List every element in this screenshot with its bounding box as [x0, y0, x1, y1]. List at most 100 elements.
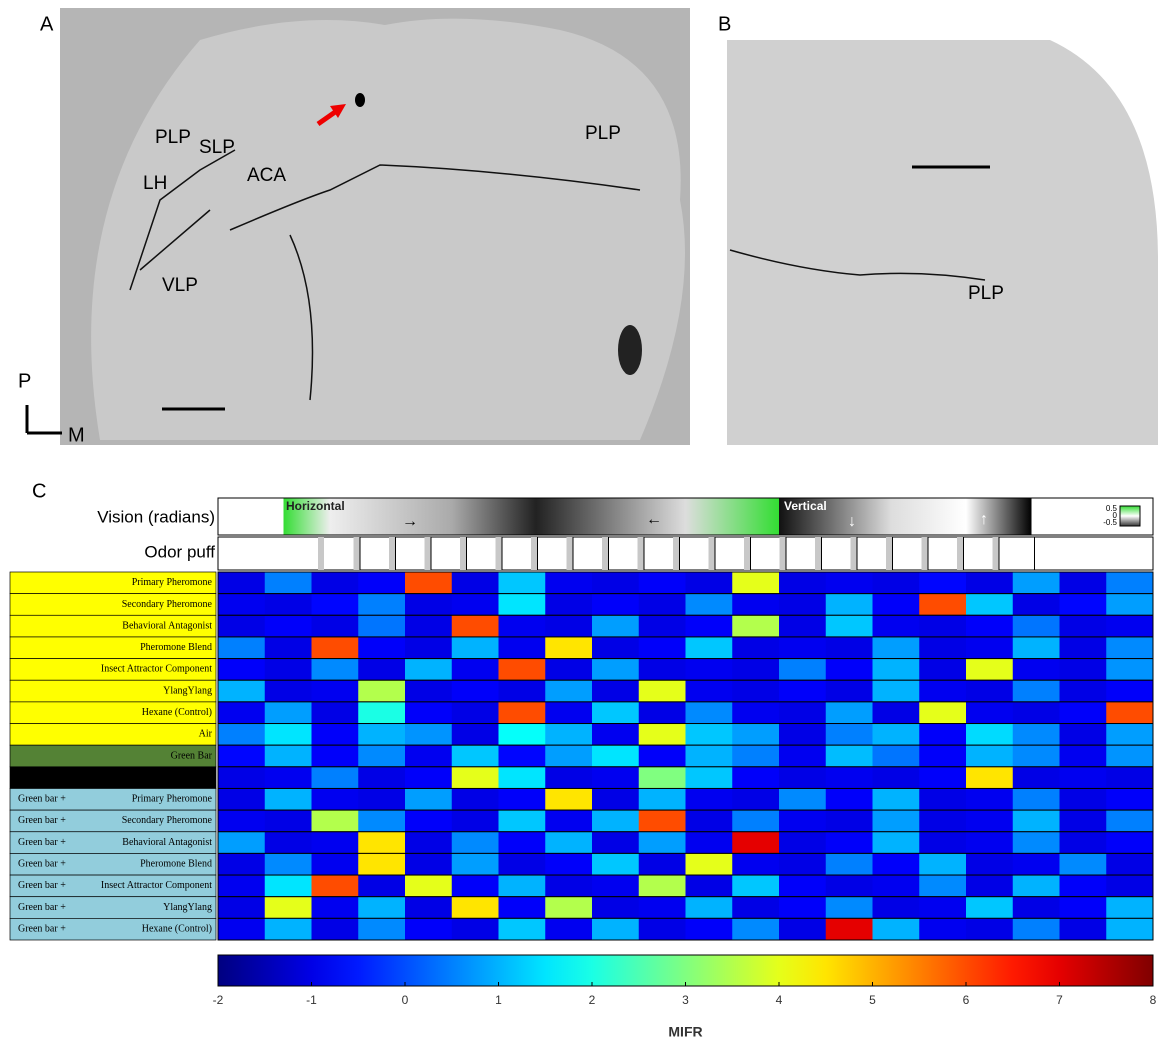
heat-cell [966, 766, 1014, 789]
heat-cell [1106, 766, 1154, 789]
heat-cell [1012, 766, 1060, 789]
heat-cell [311, 572, 359, 594]
heat-cell [685, 723, 733, 746]
heat-cell [779, 593, 827, 616]
stimulus-legend [1119, 505, 1141, 527]
odor-marker [531, 537, 537, 570]
heat-cell [498, 745, 546, 767]
heat-cell [872, 766, 920, 789]
heat-cell [685, 680, 733, 702]
heat-cell [685, 636, 733, 659]
direction-arrow: ← [646, 511, 662, 528]
heat-cell [966, 615, 1014, 637]
odor-marker [637, 537, 644, 570]
heat-cell [638, 593, 686, 616]
odor-marker [424, 537, 431, 570]
heat-cell [311, 723, 359, 746]
row-label: YlangYlang [163, 685, 212, 696]
heat-cell [779, 615, 827, 637]
heat-cell [966, 701, 1014, 724]
heat-cell [1059, 766, 1107, 789]
heat-cell [779, 766, 827, 789]
heat-cell [264, 896, 312, 919]
colorbar-tick-label: -1 [306, 993, 317, 1007]
heat-cell [405, 615, 453, 637]
row-label: Black Bar [172, 772, 213, 783]
heat-cell [732, 875, 780, 897]
heat-cell [545, 766, 593, 789]
heat-cell [1059, 572, 1107, 594]
row-label: Behavioral Antagonist [122, 620, 212, 631]
neuron-trace [129, 149, 641, 401]
heat-cell [919, 831, 967, 854]
heat-cell [638, 766, 686, 789]
heat-cell [685, 810, 733, 832]
heat-cell [498, 788, 546, 811]
heat-cell [685, 788, 733, 811]
heat-cell [592, 615, 640, 637]
heat-cell [825, 572, 873, 594]
heat-cell [966, 658, 1014, 681]
heat-cell [732, 853, 780, 876]
region-label: ACA [247, 165, 286, 186]
stimulus-label: Vertical [784, 499, 827, 513]
heat-cell [919, 918, 967, 940]
heat-cell [732, 918, 780, 940]
heat-cell [1012, 680, 1060, 702]
heat-cell [1059, 658, 1107, 681]
heat-cell [405, 658, 453, 681]
row-title: Odor puff [144, 542, 215, 561]
heat-cell [405, 766, 453, 789]
heat-cell [311, 788, 359, 811]
row-label-box [9, 723, 217, 746]
heat-cell [451, 680, 499, 702]
heat-cell [545, 788, 593, 811]
heat-cell [451, 831, 499, 854]
heat-cell [498, 636, 546, 659]
heat-cell [685, 875, 733, 897]
heat-cell [638, 896, 686, 919]
heat-cell [966, 831, 1014, 854]
heat-cell [872, 680, 920, 702]
heat-cell [638, 680, 686, 702]
heat-cell [218, 572, 266, 594]
heat-cell [264, 680, 312, 702]
heat-cell [311, 658, 359, 681]
heat-cell [1106, 896, 1154, 919]
heat-cell [919, 701, 967, 724]
heat-cell [451, 723, 499, 746]
region-label: PLP [585, 123, 621, 144]
row-label: Behavioral Antagonist [122, 837, 212, 848]
heat-cell [1059, 875, 1107, 897]
heat-cell [779, 572, 827, 594]
heat-cell [966, 680, 1014, 702]
heat-cell [1059, 853, 1107, 876]
heat-cell [1059, 593, 1107, 616]
heat-cell [311, 615, 359, 637]
heat-cell [545, 658, 593, 681]
heat-cell [1012, 701, 1060, 724]
heat-cell [545, 701, 593, 724]
heat-cell [1106, 593, 1154, 616]
heat-cell [872, 701, 920, 724]
heat-cell [919, 875, 967, 897]
row-label-prefix: Green bar + [18, 794, 66, 805]
heat-cell [451, 745, 499, 767]
heat-cell [451, 810, 499, 832]
heat-cell [1012, 788, 1060, 811]
row-label-prefix: Green bar + [18, 880, 66, 891]
heat-cell [264, 745, 312, 767]
heat-cell [498, 723, 546, 746]
odor-marker [389, 537, 395, 570]
odor-marker [673, 537, 679, 570]
row-label: Insect Attractor Component [101, 664, 212, 675]
heat-cell [919, 766, 967, 789]
row-label: Secondary Pheromone [122, 815, 213, 826]
heat-cell [732, 745, 780, 767]
odor-marker [460, 537, 466, 570]
heat-cell [311, 593, 359, 616]
heat-cell [638, 745, 686, 767]
heat-cell [638, 788, 686, 811]
odor-marker [992, 537, 999, 570]
direction-arrow: ↓ [848, 513, 856, 530]
